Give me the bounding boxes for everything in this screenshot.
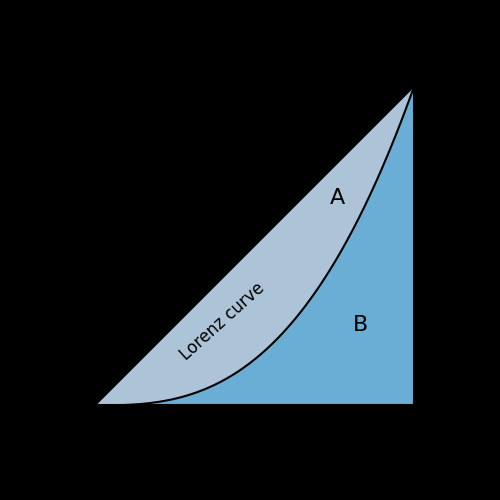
Text: A: A: [330, 188, 345, 208]
Polygon shape: [94, 86, 414, 406]
Text: B: B: [352, 316, 368, 336]
Text: Lorenz curve: Lorenz curve: [177, 280, 268, 364]
Polygon shape: [94, 86, 414, 406]
